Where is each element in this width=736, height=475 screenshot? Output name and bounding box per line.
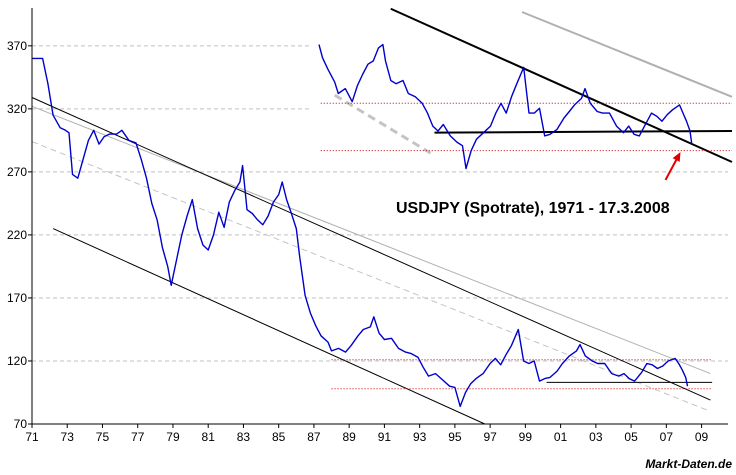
x-tick-label: 83 [237,430,251,444]
chart-title: USDJPY (Spotrate), 1971 - 17.3.2008 [396,200,670,217]
x-tick-label: 75 [96,430,110,444]
x-tick-label: 93 [413,430,427,444]
main-grid [32,45,728,362]
x-tick-label: 71 [25,430,39,444]
red-arrow-annotation [664,152,681,181]
main-y-tick-labels: 70 120 170 220 270 320 370 [7,39,32,431]
inset-panel [312,6,732,162]
x-tick-label: 99 [519,430,533,444]
y-tick-label: 120 [7,354,27,368]
x-tick-label: 05 [624,430,638,444]
y-tick-label: 370 [7,39,27,53]
source-credit: Markt-Daten.de [645,457,732,471]
inset-channel-line [390,7,733,163]
x-tick-label: 77 [131,430,145,444]
y-tick-label: 220 [7,228,27,242]
y-tick-label: 70 [14,417,28,431]
x-tick-label: 97 [483,430,497,444]
x-tick-label: 09 [695,430,709,444]
x-tick-label: 91 [378,430,392,444]
x-tick-label: 87 [307,430,321,444]
x-tick-label: 03 [589,430,603,444]
x-tick-label: 85 [272,430,286,444]
y-tick-label: 320 [7,102,27,116]
main-x-tick-labels: 71 73 75 77 79 81 83 85 87 89 91 93 95 97 99 01 03 05 07 09 [25,424,709,444]
channel-lower-line [52,228,486,425]
x-tick-label: 01 [554,430,568,444]
main-channels [31,97,713,425]
inset-price-line [318,43,693,170]
channel-upper-line [31,97,711,401]
inset-channels [320,7,733,163]
x-tick-label: 73 [61,430,75,444]
main-axes [31,8,728,425]
mid-channel-dashed [31,141,711,412]
inset-lower-dashed [333,93,436,157]
upper-channel-light [31,105,711,375]
inset-upper-light [521,11,733,98]
inset-price-series [318,43,693,170]
y-tick-label: 170 [7,291,27,305]
x-tick-label: 81 [202,430,216,444]
x-tick-label: 95 [448,430,462,444]
price-line [32,57,689,408]
arrow-head [672,152,681,162]
x-tick-label: 79 [166,430,180,444]
y-tick-label: 270 [7,165,27,179]
x-tick-label: 89 [342,430,356,444]
x-tick-label: 07 [660,430,674,444]
main-price-series [32,57,689,408]
